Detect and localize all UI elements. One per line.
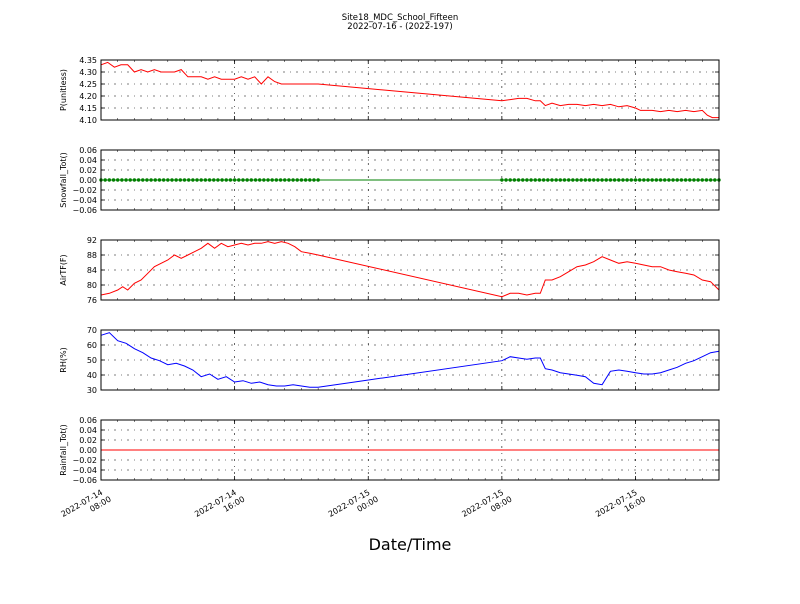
panel-2: −0.06−0.04−0.020.000.020.040.06 Snowfall_… xyxy=(59,146,721,215)
y-tick-label: 92 xyxy=(87,236,97,245)
y-tick-label: 4.20 xyxy=(79,92,97,101)
y-tick-label: 50 xyxy=(87,356,97,365)
panels: 4.10 4.15 4.20 4.25 4.30 4.35 P(unitless) −0.06… xyxy=(59,56,721,485)
y-tick-label: −0.06 xyxy=(72,206,97,215)
panel-3: 76 80 84 88 92 AirTF(F) xyxy=(59,236,720,305)
y-tick-label: 4.25 xyxy=(79,80,97,89)
panel-4: 30 40 50 60 70 RH(%) xyxy=(59,326,720,395)
y-axis-label: Snowfall_Tot() xyxy=(59,152,68,208)
y-tick-label: 0.04 xyxy=(79,156,97,165)
figure-title: Site18_MDC_School_Fifteen xyxy=(342,13,459,23)
y-tick-label: 84 xyxy=(87,266,97,275)
axes-frame xyxy=(100,419,720,481)
y-tick-label: 0.02 xyxy=(79,166,97,175)
y-tick-label: 88 xyxy=(87,251,97,260)
y-tick-label: 40 xyxy=(87,371,97,380)
y-axis-label: Rainfall_Tot() xyxy=(59,424,68,476)
figure-subtitle: 2022-07-16 - (2022-197) xyxy=(347,22,452,32)
y-tick-label: 4.35 xyxy=(79,56,97,65)
y-tick-label: 0.00 xyxy=(79,176,97,185)
y-tick-label: −0.02 xyxy=(72,456,97,465)
y-axis-label: P(unitless) xyxy=(59,69,68,111)
y-tick-label: 30 xyxy=(87,386,97,395)
y-tick-label: 0.06 xyxy=(79,416,97,425)
y-tick-label: 4.30 xyxy=(79,68,97,77)
y-tick-label: −0.04 xyxy=(72,196,97,205)
y-tick-label: 60 xyxy=(87,341,97,350)
y-tick-label: 4.15 xyxy=(79,104,97,113)
series-line xyxy=(100,332,720,388)
y-tick-label: −0.06 xyxy=(72,476,97,485)
y-tick-label: 4.10 xyxy=(79,116,97,125)
y-tick-label: −0.04 xyxy=(72,466,97,475)
axes-frame xyxy=(100,149,720,211)
y-tick-label: −0.02 xyxy=(72,186,97,195)
y-tick-label: 0.02 xyxy=(79,436,97,445)
series-line xyxy=(100,61,719,119)
y-axis-label: AirTF(F) xyxy=(59,254,68,285)
panel-1: 4.10 4.15 4.20 4.25 4.30 4.35 P(unitless) xyxy=(59,56,720,125)
axes-frame xyxy=(100,59,720,121)
panel-5: −0.06−0.04−0.020.000.020.040.06 Rainfall_… xyxy=(59,416,720,485)
axes-frame xyxy=(100,329,720,391)
y-axis-label: RH(%) xyxy=(59,347,68,372)
y-tick-label: 0.04 xyxy=(79,426,97,435)
x-axis-label: Date/Time xyxy=(369,535,452,554)
y-tick-label: 0.06 xyxy=(79,146,97,155)
y-tick-label: 80 xyxy=(87,281,97,290)
series-line xyxy=(100,241,720,298)
y-tick-label: 76 xyxy=(87,296,97,305)
y-tick-label: 0.00 xyxy=(79,446,97,455)
axes-frame xyxy=(100,239,720,301)
y-tick-label: 70 xyxy=(87,326,97,335)
